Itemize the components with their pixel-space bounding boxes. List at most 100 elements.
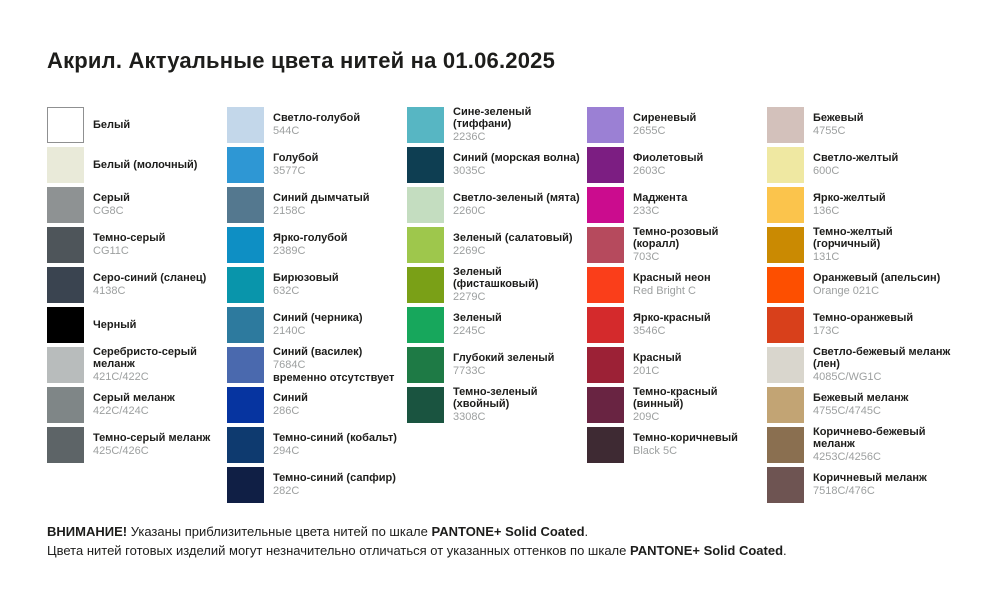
color-swatch bbox=[767, 147, 804, 183]
pantone-code: 2158C bbox=[273, 205, 306, 217]
color-name: Зеленый (фисташковый) bbox=[453, 266, 539, 290]
color-column: Сиреневый 2655C Фиолетовый 2603C Маджента 233… bbox=[587, 107, 767, 467]
pantone-code: 3577C bbox=[273, 165, 306, 177]
color-swatch bbox=[767, 267, 804, 303]
pantone-code: 131C bbox=[813, 251, 840, 263]
color-name: Бежевый меланж bbox=[813, 392, 909, 404]
color-label-block: Темно-розовый (коралл) 703C bbox=[633, 226, 763, 263]
pantone-code: Red Bright C bbox=[633, 285, 696, 297]
color-item: Коричнево-бежевый меланж 4253C/4256C bbox=[767, 426, 963, 467]
color-column: Бежевый 4755C Светло-желтый 600C Ярко-желтый… bbox=[767, 107, 963, 507]
color-name: Белый bbox=[93, 119, 131, 131]
color-label-block: Сине-зеленый (тиффани) 2236C bbox=[453, 106, 583, 143]
color-label-block: Бежевый 4755C bbox=[813, 107, 959, 143]
color-swatch bbox=[47, 227, 84, 263]
color-name: Светло-зеленый (мята) bbox=[453, 192, 580, 204]
color-item: Темно-красный (винный) 209C bbox=[587, 386, 767, 427]
color-item: Серебристо-серый меланж 421C/422C bbox=[47, 346, 227, 387]
color-name: Коричневый меланж bbox=[813, 472, 927, 484]
color-item: Ярко-голубой 2389C bbox=[227, 227, 407, 267]
color-item: Темно-синий (сапфир) 282C bbox=[227, 467, 407, 507]
color-name: Красный неон bbox=[633, 272, 711, 284]
color-swatch bbox=[587, 107, 624, 143]
color-label-block: Темно-красный (винный) 209C bbox=[633, 386, 763, 423]
color-swatch bbox=[407, 147, 444, 183]
color-swatch bbox=[227, 227, 264, 263]
color-label-block: Темно-серый CG11C bbox=[93, 227, 223, 263]
color-label-block: Фиолетовый 2603C bbox=[633, 147, 763, 183]
pantone-code: 201C bbox=[633, 365, 660, 377]
color-swatch bbox=[227, 187, 264, 223]
color-swatch bbox=[227, 387, 264, 423]
pantone-code: CG11C bbox=[93, 245, 129, 257]
pantone-code: 2269C bbox=[453, 245, 486, 257]
color-name: Темно-желтый (горчичный) bbox=[813, 226, 893, 250]
color-name: Светло-голубой bbox=[273, 112, 361, 124]
pantone-code: 2389C bbox=[273, 245, 306, 257]
pantone-code: 7684C bbox=[273, 359, 306, 371]
color-swatch bbox=[47, 307, 84, 343]
color-label-block: Серебристо-серый меланж 421C/422C bbox=[93, 346, 223, 383]
pantone-code: Orange 021C bbox=[813, 285, 880, 297]
color-item: Сиреневый 2655C bbox=[587, 107, 767, 147]
pantone-code: 4138C bbox=[93, 285, 126, 297]
color-label-block: Темно-оранжевый 173C bbox=[813, 307, 959, 343]
color-item: Коричневый меланж 7518C/476C bbox=[767, 467, 963, 507]
footer-line-1: ВНИМАНИЕ! Указаны приблизительные цвета … bbox=[47, 524, 589, 539]
color-name: Ярко-красный bbox=[633, 312, 711, 324]
color-name: Светло-бежевый меланж (лен) bbox=[813, 346, 951, 370]
color-name: Красный bbox=[633, 352, 682, 364]
color-swatch bbox=[47, 267, 84, 303]
color-label-block: Зеленый (фисташковый) 2279C bbox=[453, 266, 583, 303]
pantone-code: 600C bbox=[813, 165, 840, 177]
color-swatch bbox=[407, 227, 444, 263]
color-swatch bbox=[767, 107, 804, 143]
pantone-code: CG8C bbox=[93, 205, 124, 217]
color-swatch bbox=[587, 227, 624, 263]
color-name: Маджента bbox=[633, 192, 688, 204]
color-swatch bbox=[407, 267, 444, 303]
color-label-block: Зеленый (салатовый) 2269C bbox=[453, 227, 583, 263]
color-name: Темно-синий (сапфир) bbox=[273, 472, 396, 484]
color-swatch bbox=[767, 227, 804, 263]
pantone-code: 286C bbox=[273, 405, 300, 417]
color-label-block: Коричневый меланж 7518C/476C bbox=[813, 467, 959, 503]
color-item: Светло-желтый 600C bbox=[767, 147, 963, 187]
pantone-code: 233C bbox=[633, 205, 660, 217]
color-swatch bbox=[587, 147, 624, 183]
color-name: Бежевый bbox=[813, 112, 864, 124]
color-item: Светло-голубой 544C bbox=[227, 107, 407, 147]
color-label-block: Ярко-желтый 136C bbox=[813, 187, 959, 223]
color-item: Сине-зеленый (тиффани) 2236C bbox=[407, 106, 587, 147]
color-swatch bbox=[227, 427, 264, 463]
color-label-block: Коричнево-бежевый меланж 4253C/4256C bbox=[813, 426, 959, 463]
color-name: Ярко-желтый bbox=[813, 192, 886, 204]
color-label-block: Темно-коричневый Black 5C bbox=[633, 427, 763, 463]
color-swatch bbox=[587, 267, 624, 303]
color-swatch bbox=[227, 347, 264, 383]
color-label-block: Светло-желтый 600C bbox=[813, 147, 959, 183]
pantone-code: 422C/424C bbox=[93, 405, 149, 417]
color-name: Серый bbox=[93, 192, 130, 204]
pantone-code: 544C bbox=[273, 125, 300, 137]
color-name: Темно-розовый (коралл) bbox=[633, 226, 719, 250]
color-item: Зеленый (салатовый) 2269C bbox=[407, 227, 587, 267]
color-label-block: Ярко-голубой 2389C bbox=[273, 227, 403, 263]
color-item: Серый меланж 422C/424C bbox=[47, 387, 227, 427]
color-name: Темно-серый bbox=[93, 232, 166, 244]
color-item: Маджента 233C bbox=[587, 187, 767, 227]
color-item: Ярко-желтый 136C bbox=[767, 187, 963, 227]
color-swatch bbox=[47, 347, 84, 383]
color-item: Зеленый (фисташковый) 2279C bbox=[407, 266, 587, 307]
color-swatch bbox=[227, 307, 264, 343]
color-item: Темно-коричневый Black 5C bbox=[587, 427, 767, 467]
pantone-code: 4085C/WG1C bbox=[813, 371, 882, 383]
pantone-code: 7518C/476C bbox=[813, 485, 875, 497]
color-name: Темно-коричневый bbox=[633, 432, 738, 444]
color-column: Светло-голубой 544C Голубой 3577C Синий дымч… bbox=[227, 107, 407, 507]
color-swatch bbox=[587, 307, 624, 343]
color-item: Белый (молочный) bbox=[47, 147, 227, 187]
pantone-code: 421C/422C bbox=[93, 371, 149, 383]
color-item: Светло-зеленый (мята) 2260C bbox=[407, 187, 587, 227]
color-label-block: Зеленый 2245C bbox=[453, 307, 583, 343]
